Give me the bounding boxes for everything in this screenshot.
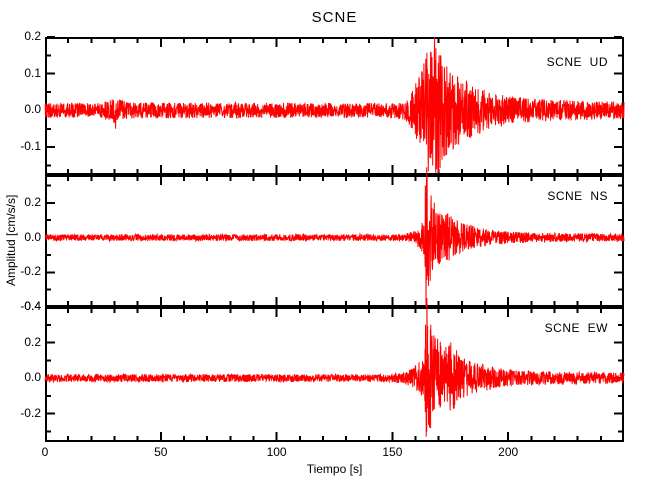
y-tick-label: 0.2 [24, 29, 41, 43]
chart-title: SCNE [311, 9, 358, 26]
seismic-trace-ud [44, 36, 625, 174]
x-tick-label: 0 [41, 445, 49, 459]
y-tick-label: -0.2 [20, 405, 41, 420]
panel-label-ud: SCNE UD [546, 55, 608, 69]
y-tick-label: 0.0 [24, 370, 41, 385]
y-tick-label: 0.4 [24, 299, 41, 313]
seismic-trace-ns [44, 167, 625, 308]
y-tick-label: 0.0 [24, 102, 41, 117]
x-tick-label: 150 [382, 445, 403, 459]
seismic-trace-ew [44, 298, 625, 437]
y-tick-label: 0.0 [24, 229, 41, 244]
panel-ns-plot [44, 167, 625, 308]
x-tick-label: 200 [498, 445, 519, 459]
y-tick-label: -0.4 [20, 299, 41, 313]
y-tick-label: -0.2 [20, 264, 41, 279]
y-tick-label: 0.2 [24, 194, 41, 209]
panel-ud-plot [44, 36, 625, 175]
panel-label-ns: SCNE NS [547, 189, 608, 203]
panel-ew-plot [44, 298, 625, 442]
y-tick-label: 0.2 [24, 334, 41, 349]
x-tick-label: 100 [266, 445, 287, 459]
y-tick-label: -0.1 [20, 139, 41, 154]
y-tick-label: 0.1 [24, 65, 41, 80]
x-tick-label: 50 [154, 445, 168, 459]
x-axis-label: Tiempo [s] [306, 462, 363, 476]
panel-label-ew: SCNE EW [544, 321, 608, 335]
